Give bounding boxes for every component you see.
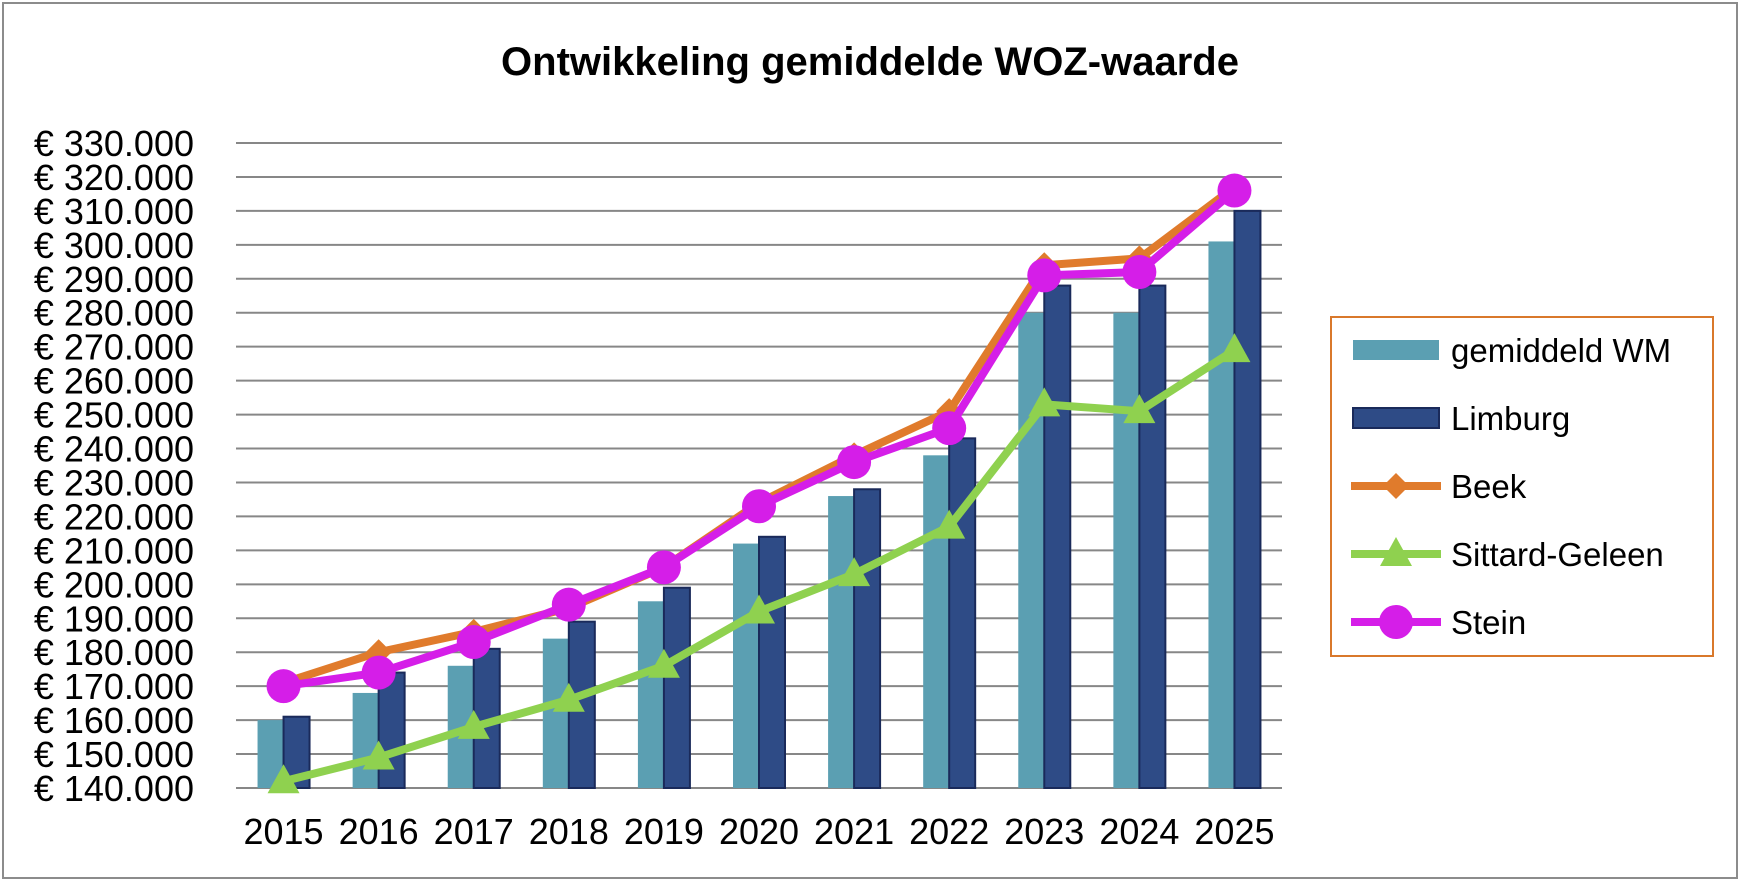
x-tick-label: 2025 — [1194, 811, 1274, 852]
marker-sittard-geleen — [457, 709, 490, 739]
marker-stein — [742, 489, 776, 524]
legend: gemiddeld WM Limburg Beek Sittard-Geleen Ste… — [1330, 316, 1714, 657]
marker-sittard-geleen — [267, 764, 300, 794]
marker-stein — [932, 411, 967, 446]
bar-gemiddeld-wm — [637, 601, 664, 788]
bar-limburg — [1138, 284, 1167, 789]
y-axis-tick-labels: € 140.000€ 150.000€ 160.000€ 170.000€ 18… — [34, 123, 194, 809]
x-tick-label: 2021 — [814, 811, 894, 852]
marker-sittard-geleen — [552, 682, 585, 712]
legend-label-sittard-geleen: Sittard-Geleen — [1451, 536, 1664, 573]
bar-limburg — [377, 671, 406, 789]
marker-sittard-geleen — [1123, 394, 1156, 424]
y-tick-label: € 170.000 — [34, 666, 194, 707]
x-tick-label: 2018 — [529, 811, 609, 852]
marker-stein — [646, 550, 681, 585]
marker-stein — [266, 669, 301, 704]
y-tick-label: € 160.000 — [34, 700, 194, 741]
bar-gemiddeld-wm — [828, 496, 855, 788]
x-axis-tick-labels: 2015 2016 2017 2018 2019 2020 2021 2022 2023 2024… — [243, 811, 1274, 852]
marker-sittard-geleen — [362, 740, 395, 770]
marker-stein — [1027, 258, 1062, 293]
y-tick-label: € 180.000 — [34, 632, 194, 673]
y-tick-label: € 280.000 — [34, 293, 194, 334]
marker-stein — [361, 655, 396, 690]
legend-marker-stein — [1379, 605, 1413, 639]
marker-stein — [1122, 255, 1157, 289]
y-tick-label: € 270.000 — [34, 327, 194, 368]
bar-gemiddeld-wm — [733, 543, 759, 788]
marker-sittard-geleen — [1218, 333, 1251, 363]
y-tick-label: € 320.000 — [34, 157, 194, 198]
legend-marker-sittard-geleen — [1380, 537, 1412, 566]
bar-limburg — [758, 535, 786, 790]
y-tick-label: € 300.000 — [34, 225, 194, 266]
legend-label-gemiddeld-wm: gemiddeld WM — [1451, 332, 1671, 369]
marker-sittard-geleen — [743, 594, 775, 624]
y-tick-label: € 190.000 — [34, 598, 194, 639]
legend-label-stein: Stein — [1451, 604, 1526, 641]
marker-stein — [837, 445, 872, 480]
marker-sittard-geleen — [1028, 387, 1061, 417]
y-tick-label: € 230.000 — [34, 462, 194, 503]
bar-gemiddeld-wm — [1113, 312, 1140, 788]
x-tick-label: 2024 — [1099, 811, 1179, 852]
y-tick-label: € 310.000 — [34, 191, 194, 232]
bar-gemiddeld-wm — [923, 455, 950, 788]
legend-label-limburg: Limburg — [1451, 400, 1570, 437]
x-tick-label: 2020 — [719, 811, 799, 852]
y-tick-label: € 240.000 — [34, 429, 194, 470]
x-tick-label: 2022 — [909, 811, 989, 852]
marker-stein — [456, 625, 491, 660]
x-tick-label: 2019 — [624, 811, 704, 852]
x-tick-label: 2017 — [434, 811, 514, 852]
legend-swatch-limburg — [1352, 407, 1440, 429]
y-tick-label: € 140.000 — [34, 768, 194, 809]
marker-sittard-geleen — [647, 648, 680, 678]
bar-limburg — [1043, 284, 1072, 789]
y-tick-label: € 210.000 — [34, 530, 194, 571]
marker-stein — [551, 587, 586, 622]
y-tick-label: € 200.000 — [34, 564, 194, 605]
bar-gemiddeld-wm — [352, 692, 379, 788]
gridlines — [236, 142, 1282, 789]
bar-limburg — [948, 437, 977, 789]
y-tick-label: € 150.000 — [34, 734, 194, 775]
bar-gemiddeld-wm — [542, 638, 569, 788]
chart-title: Ontwikkeling gemiddelde WOZ-waarde — [501, 40, 1239, 84]
bar-gemiddeld-wm — [1018, 312, 1045, 788]
bar-gemiddeld-wm — [1208, 241, 1235, 788]
y-tick-label: € 220.000 — [34, 496, 194, 537]
lines — [266, 173, 1252, 794]
y-tick-label: € 250.000 — [34, 395, 194, 436]
bar-limburg — [662, 586, 691, 789]
marker-sittard-geleen — [838, 557, 871, 587]
y-tick-label: € 260.000 — [34, 361, 194, 402]
marker-stein — [1217, 173, 1252, 208]
y-tick-label: € 330.000 — [34, 123, 194, 164]
bar-limburg — [853, 488, 882, 789]
x-tick-label: 2023 — [1004, 811, 1084, 852]
legend-swatch-gemiddeld-wm — [1353, 340, 1439, 360]
x-tick-label: 2015 — [243, 811, 323, 852]
legend-marker-beek — [1383, 473, 1409, 499]
bar-limburg — [1233, 209, 1262, 790]
legend-label-beek: Beek — [1451, 468, 1527, 505]
marker-sittard-geleen — [933, 509, 966, 539]
x-tick-label: 2016 — [339, 811, 419, 852]
y-tick-label: € 290.000 — [34, 259, 194, 300]
